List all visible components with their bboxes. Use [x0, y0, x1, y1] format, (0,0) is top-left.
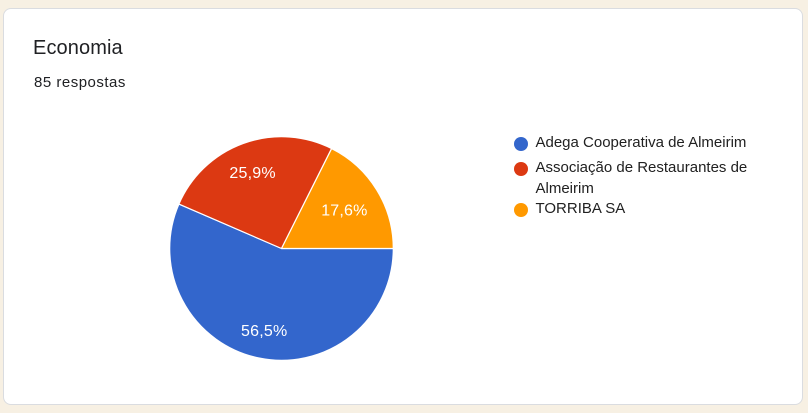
svg-text:17,6%: 17,6% — [321, 203, 367, 220]
svg-text:25,9%: 25,9% — [229, 165, 275, 182]
svg-text:56,5%: 56,5% — [241, 323, 287, 340]
